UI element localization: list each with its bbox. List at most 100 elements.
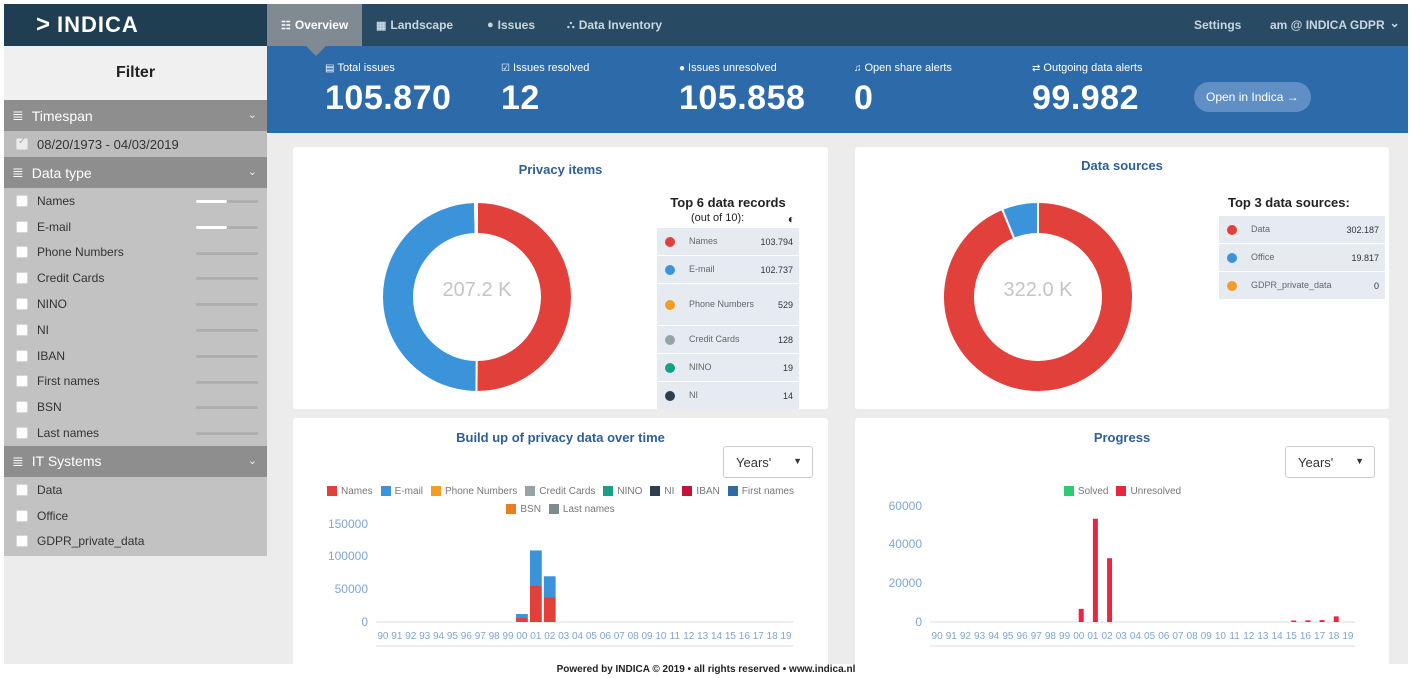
bar-names-01[interactable]	[529, 585, 542, 622]
bar-unresolved-01[interactable]	[1092, 518, 1098, 622]
card-title: Data sources	[1081, 158, 1163, 173]
donut-slice-e-mail[interactable]	[381, 200, 478, 394]
it-system-filter-item[interactable]: Office	[4, 503, 267, 529]
y-tick-label: 20000	[889, 576, 923, 590]
legend-item[interactable]: Phone Numbers	[431, 482, 517, 500]
data-type-filter-item[interactable]: NI	[4, 317, 267, 343]
checkbox[interactable]	[16, 298, 28, 311]
x-tick-label: 92	[960, 631, 972, 642]
bar-names-02[interactable]	[543, 597, 556, 622]
section-timespan[interactable]: ≣ Timespan ⌄	[4, 100, 267, 131]
legend-item[interactable]: Names	[326, 482, 373, 500]
data-type-filter-item[interactable]: BSN	[4, 394, 267, 420]
share-bar	[196, 303, 258, 307]
tab-issues[interactable]: ● Issues	[487, 4, 535, 46]
donut-slice-names[interactable]	[475, 200, 573, 393]
it-system-filter-item[interactable]: GDPR_private_data	[4, 529, 267, 555]
legend-table-row[interactable]: Credit Cards 128	[657, 325, 799, 353]
timespan-checkbox[interactable]	[16, 136, 28, 150]
checkbox[interactable]	[16, 246, 28, 259]
checkbox[interactable]	[16, 194, 28, 207]
legend-item[interactable]: Last names	[548, 500, 615, 518]
donut-center-total: 207.2 K	[442, 279, 512, 301]
data-type-filter-item[interactable]: IBAN	[4, 343, 267, 369]
x-tick-label: 03	[558, 631, 570, 642]
timespan-value: 08/20/1973 - 04/03/2019	[37, 136, 179, 152]
bar-e-mail-01[interactable]	[529, 550, 542, 586]
row-value: 529	[777, 299, 793, 310]
section-it-systems[interactable]: ≣ IT Systems ⌄	[4, 445, 267, 477]
tab-data-inventory[interactable]: ⛬ Data Inventory	[567, 4, 662, 46]
checkbox[interactable]	[16, 349, 28, 362]
legend-item[interactable]: BSN	[506, 500, 541, 518]
donut-slice-office[interactable]	[1000, 200, 1039, 240]
bar-unresolved-18[interactable]	[1333, 616, 1339, 622]
row-name: GDPR_private_data	[1251, 280, 1332, 290]
bar-unresolved-15[interactable]	[1291, 620, 1297, 622]
progress-period-select[interactable]: Years' ▼	[1285, 446, 1375, 478]
settings-link[interactable]: Settings	[1194, 18, 1242, 32]
legend-label: First names	[741, 485, 794, 497]
legend-table-row[interactable]: GDPR_private_data 0	[1219, 271, 1385, 299]
legend-item[interactable]: IBAN	[682, 482, 720, 500]
bar-unresolved-02[interactable]	[1107, 558, 1113, 622]
checkbox[interactable]	[16, 323, 28, 336]
open-in-indica-button[interactable]: Open in Indica →	[1194, 82, 1311, 112]
brand-logo[interactable]: > INDICA	[4, 4, 267, 46]
x-tick-label: 07	[614, 631, 626, 642]
data-type-filter-item[interactable]: Phone Numbers	[4, 240, 267, 266]
bar-unresolved-16[interactable]	[1305, 620, 1311, 622]
legend-table-row[interactable]: Phone Numbers 529	[657, 283, 799, 325]
legend-table-row[interactable]: Names 103.794	[657, 227, 799, 255]
legend-table-row[interactable]: NINO 19	[657, 353, 799, 381]
donut-slice-data[interactable]	[942, 200, 1134, 393]
legend-item[interactable]: First names	[727, 482, 794, 500]
checkbox[interactable]	[16, 427, 28, 440]
legend-item[interactable]: Solved	[1063, 482, 1108, 500]
section-data-type[interactable]: ≣ Data type ⌄	[4, 157, 267, 188]
checkbox[interactable]	[16, 375, 28, 388]
checkbox[interactable]	[16, 220, 28, 233]
tab-landscape[interactable]: ▦ Landscape	[376, 4, 453, 46]
data-type-filter-item[interactable]: Last names	[4, 420, 267, 446]
bar-unresolved-17[interactable]	[1319, 620, 1325, 622]
legend-table-row[interactable]: E-mail 102.737	[657, 255, 799, 283]
legend-table-row[interactable]: Data 302.187	[1219, 215, 1385, 243]
contrast-icon[interactable]: ◐	[787, 212, 795, 226]
bar-unresolved-00[interactable]	[1078, 608, 1084, 622]
checkbox[interactable]	[16, 483, 28, 496]
checkbox[interactable]	[16, 509, 28, 522]
legend-item[interactable]: E-mail	[380, 482, 423, 500]
x-tick-label: 02	[544, 631, 556, 642]
color-dot	[1227, 252, 1237, 263]
data-type-filter-item[interactable]: E-mail	[4, 214, 267, 240]
legend-item[interactable]: Credit Cards	[525, 482, 595, 500]
card-title: Progress	[1093, 430, 1151, 445]
legend-item[interactable]: NI	[650, 482, 674, 500]
it-system-filter-item[interactable]: Data	[4, 477, 267, 503]
card-title: Build up of privacy data over time	[456, 430, 665, 445]
bar-e-mail-00[interactable]	[516, 614, 528, 619]
bar-names-00[interactable]	[516, 618, 528, 622]
bar-e-mail-02[interactable]	[543, 576, 556, 598]
user-menu[interactable]: am @ INDICA GDPR ⌄	[1270, 4, 1400, 46]
checkbox[interactable]	[16, 272, 28, 285]
checkbox[interactable]	[16, 535, 28, 548]
kpi-issues-unresolved: ● Issues unresolved 105.858	[679, 62, 805, 118]
legend-swatch	[525, 486, 536, 496]
filter-item-label: Last names	[37, 426, 100, 441]
data-type-filter-item[interactable]: NINO	[4, 291, 267, 317]
data-type-filter-item[interactable]: Credit Cards	[4, 265, 267, 291]
color-dot	[1227, 224, 1237, 235]
legend-table-row[interactable]: NI 14	[657, 381, 799, 409]
list-icon: ≣	[12, 107, 24, 123]
legend-table-row[interactable]: Office 19.817	[1219, 243, 1385, 271]
tab-overview[interactable]: ☷ Overview	[267, 4, 363, 46]
legend-item[interactable]: NINO	[603, 482, 642, 500]
checkbox[interactable]	[16, 401, 28, 414]
data-type-filter-item[interactable]: Names	[4, 188, 267, 214]
buildup-period-select[interactable]: Years' ▼	[723, 446, 813, 478]
data-type-filter-item[interactable]: First names	[4, 369, 267, 395]
legend-item[interactable]: Unresolved	[1116, 482, 1181, 500]
timespan-filter[interactable]: 08/20/1973 - 04/03/2019	[4, 131, 267, 157]
